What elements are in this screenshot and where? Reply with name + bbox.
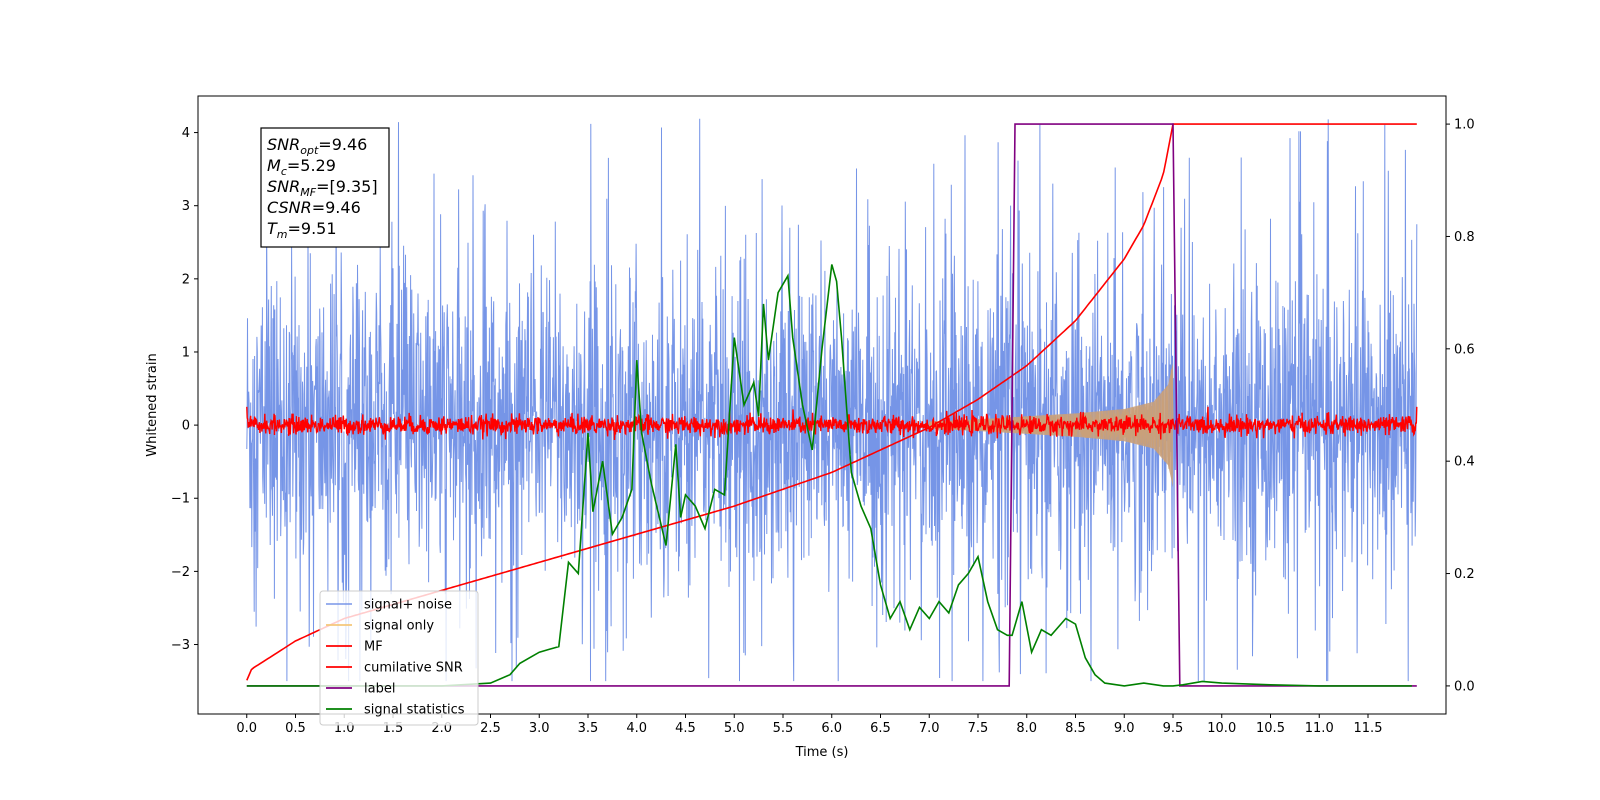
y-axis-ticks: −3 −2 −1 0 1 2 3 4 (171, 126, 198, 653)
series-mf (246, 406, 1418, 441)
x-tick-label: 10.5 (1256, 721, 1285, 736)
x-tick-label: 8.0 (1016, 721, 1037, 736)
x-tick-label: 7.0 (919, 721, 940, 736)
legend-entry: signal statistics (364, 703, 465, 718)
x-tick-label: 9.5 (1163, 721, 1184, 736)
x-tick-label: 3.5 (578, 721, 599, 736)
x-tick-label: 11.0 (1305, 721, 1334, 736)
y-tick-label: −1 (171, 492, 190, 507)
legend-entry: signal only (364, 619, 434, 634)
y2-tick-label: 0.8 (1454, 230, 1475, 245)
y2-tick-label: 0.2 (1454, 567, 1475, 582)
x-tick-label: 5.0 (724, 721, 745, 736)
x-tick-label: 6.5 (870, 721, 891, 736)
x-tick-label: 6.0 (821, 721, 842, 736)
stats-line: Tm=9.51 (267, 219, 337, 241)
legend-entry: cumilative SNR (364, 661, 463, 676)
y2-tick-label: 1.0 (1454, 118, 1475, 133)
stats-line: SNRopt=9.46 (267, 135, 367, 157)
x-tick-label: 4.5 (675, 721, 696, 736)
x-tick-label: 2.5 (480, 721, 501, 736)
stats-box-frame (260, 127, 390, 248)
y-axis-label: Whitened strain (145, 353, 160, 456)
y-tick-label: 3 (182, 199, 190, 214)
x-tick-label: 10.0 (1207, 721, 1236, 736)
y2-tick-label: 0.4 (1454, 455, 1475, 470)
y2-tick-label: 0.0 (1454, 679, 1475, 694)
x-axis-label: Time (s) (795, 745, 849, 760)
y-tick-label: 4 (182, 126, 190, 141)
series-label (246, 123, 1417, 687)
x-tick-label: 7.5 (968, 721, 989, 736)
stats-line: SNRMF=[9.35] (267, 177, 378, 199)
y-tick-label: −3 (171, 638, 190, 653)
x-tick-label: 3.0 (529, 721, 550, 736)
legend-entry: signal+ noise (364, 598, 452, 613)
stats-line: CSNR=9.46 (267, 198, 361, 217)
y-tick-label: −2 (171, 565, 190, 580)
series-signal-noise (246, 118, 1418, 682)
x-tick-label: 5.5 (773, 721, 794, 736)
y-tick-label: 1 (182, 345, 190, 360)
x-tick-label: 9.0 (1114, 721, 1135, 736)
y2-axis-ticks: 0.0 0.2 0.4 0.6 0.8 1.0 (1446, 118, 1475, 694)
legend-entry: label (364, 682, 395, 697)
y-tick-label: 2 (182, 272, 190, 287)
y-tick-label: 0 (182, 419, 190, 434)
x-tick-label: 4.0 (626, 721, 647, 736)
legend-frame (319, 590, 479, 726)
y2-tick-label: 0.6 (1454, 342, 1475, 357)
plot-series (246, 118, 1418, 687)
x-tick-label: 11.5 (1354, 721, 1383, 736)
plot-frame (197, 95, 1447, 715)
x-tick-label: 8.5 (1065, 721, 1086, 736)
legend-entry: MF (364, 640, 383, 655)
series-signal-statistics (246, 264, 1412, 687)
x-tick-label: 0.0 (236, 721, 257, 736)
legend: signal+ noise signal only MF cumilative SNR… (319, 590, 479, 726)
x-tick-label: 0.5 (285, 721, 306, 736)
stats-line: Mc=5.29 (267, 156, 336, 178)
